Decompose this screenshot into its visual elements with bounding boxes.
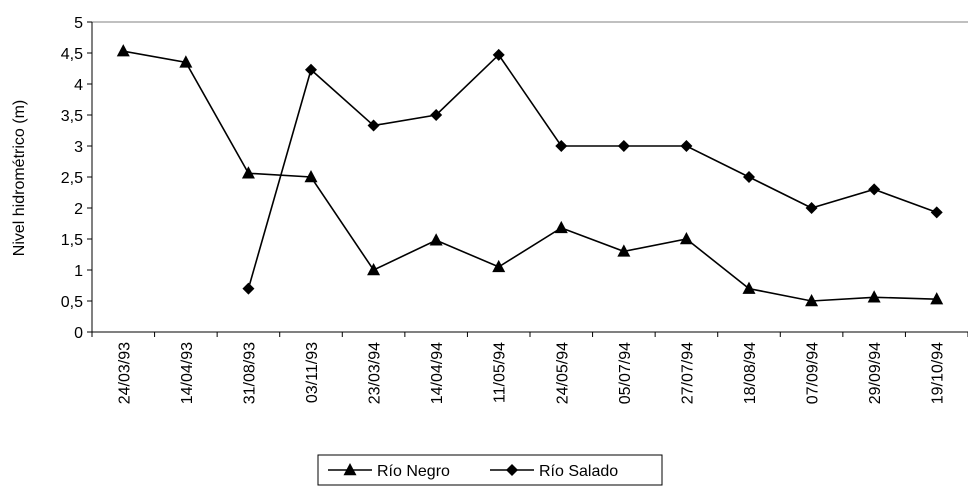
y-tick-label: 2,5 xyxy=(61,170,83,187)
x-tick-label: 23/03/94 xyxy=(367,342,384,404)
data-point xyxy=(242,282,255,295)
x-tick-label: 18/08/94 xyxy=(742,342,759,404)
data-point xyxy=(805,202,818,214)
data-point xyxy=(617,244,631,257)
data-point xyxy=(241,166,255,179)
data-point xyxy=(680,140,693,152)
x-tick-label: 24/05/94 xyxy=(554,342,571,404)
data-point xyxy=(930,206,943,219)
x-tick-label: 05/07/94 xyxy=(617,342,634,404)
y-tick-label: 1,5 xyxy=(61,232,83,249)
legend-label: Río Negro xyxy=(377,463,450,480)
data-point xyxy=(430,109,443,121)
data-point xyxy=(679,231,693,245)
x-tick-label: 07/09/94 xyxy=(805,342,822,404)
data-point xyxy=(617,140,630,152)
data-point xyxy=(367,262,381,276)
data-point xyxy=(805,293,819,307)
y-tick-label: 3,5 xyxy=(61,108,83,125)
y-tick-label: 0 xyxy=(74,325,83,342)
data-point xyxy=(492,48,505,61)
y-tick-label: 0,5 xyxy=(61,294,83,311)
legend-label: Río Salado xyxy=(539,463,618,480)
y-tick-label: 4,5 xyxy=(61,46,83,63)
series-line-0 xyxy=(123,50,937,302)
data-point xyxy=(305,63,317,76)
data-point xyxy=(555,140,568,152)
data-point xyxy=(868,183,881,196)
data-point xyxy=(492,259,506,273)
x-tick-label: 03/11/93 xyxy=(304,342,321,403)
x-tick-label: 24/03/93 xyxy=(116,342,133,404)
x-tick-label: 27/07/94 xyxy=(679,342,696,404)
series-layer xyxy=(116,44,944,307)
data-point xyxy=(554,220,568,234)
data-point xyxy=(116,44,130,57)
x-tick-label: 14/04/93 xyxy=(179,342,196,404)
x-tick-label: 29/09/94 xyxy=(867,342,884,404)
legend-marker xyxy=(506,464,518,476)
data-point xyxy=(429,233,443,246)
data-point xyxy=(179,55,193,68)
data-point xyxy=(304,169,318,183)
y-axis-title: Nivel hidrométrico (m) xyxy=(11,100,28,256)
legend-marker xyxy=(343,462,357,476)
y-tick-label: 4 xyxy=(74,77,83,94)
data-point xyxy=(930,292,944,305)
y-tick-label: 1 xyxy=(74,263,83,280)
legend: Río Negro Río Salado xyxy=(317,454,663,486)
data-point xyxy=(367,119,380,132)
y-tick-label: 5 xyxy=(74,15,83,32)
data-point xyxy=(867,290,881,303)
data-point xyxy=(742,281,756,294)
series-line-1 xyxy=(247,53,937,289)
x-tick-label: 19/10/94 xyxy=(930,342,947,404)
x-tick-label: 11/05/94 xyxy=(492,342,509,403)
data-point xyxy=(743,171,755,183)
y-tick-label: 2 xyxy=(74,201,83,218)
x-tick-label: 31/08/93 xyxy=(241,342,258,404)
x-tick-label: 14/04/94 xyxy=(429,342,446,404)
axes-layer: 0 0,5 1 1,5 2 2,5 3 3,5 4 4,5 5 24/03/93 14/04/93 31/… xyxy=(61,15,968,404)
y-tick-label: 3 xyxy=(74,139,83,156)
